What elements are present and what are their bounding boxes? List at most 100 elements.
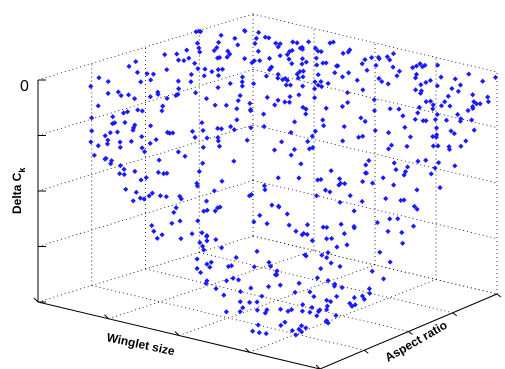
data-point-435 [422,62,428,68]
data-point-432 [139,145,145,151]
data-point-500 [313,193,320,199]
data-point-487 [175,149,181,155]
data-point-78 [469,117,475,123]
data-point-29 [223,102,229,108]
data-point-139 [442,99,448,105]
data-point-388 [314,275,320,281]
data-point-416 [240,305,246,311]
data-point-55 [286,222,292,228]
data-point-504 [110,114,116,120]
x-tick-0 [33,297,39,303]
data-point-231 [139,108,145,114]
data-point-33 [319,84,325,90]
data-point-534 [333,63,340,69]
data-point-83 [315,308,322,315]
data-point-516 [298,161,304,167]
data-point-370 [284,211,290,217]
data-point-425 [415,158,421,164]
data-point-443 [303,111,309,117]
data-point-472 [354,77,360,83]
data-point-341 [214,55,221,61]
data-point-325 [202,66,208,72]
grid-left-wall-z-1 [37,180,254,247]
data-point-503 [275,75,281,81]
data-point-175 [155,91,161,98]
data-point-336 [120,110,127,116]
data-point-451 [277,306,284,312]
data-point-533 [362,118,368,125]
data-point-480 [300,83,306,89]
data-point-275 [147,140,153,147]
data-point-269 [255,322,261,328]
data-point-329 [366,286,373,292]
data-point-309 [294,40,300,46]
data-point-134 [412,116,418,123]
data-point-536 [312,95,318,101]
data-point-209 [194,40,201,46]
data-point-59 [315,177,321,183]
data-point-173 [385,81,391,87]
data-point-522 [349,303,355,309]
z-axis-label: Delta Ck [10,167,27,214]
data-point-140 [117,144,123,151]
data-point-183 [341,123,347,130]
data-point-538 [117,171,123,177]
data-point-154 [223,278,230,284]
data-point-297 [266,35,272,41]
data-point-502 [324,306,330,313]
x-tick-3 [245,347,250,353]
data-point-509 [290,39,296,45]
data-point-165 [184,47,190,53]
data-point-130 [235,98,241,104]
data-point-293 [299,46,306,52]
data-point-482 [390,64,396,70]
data-point-554 [272,272,279,278]
data-point-149 [452,163,458,169]
data-point-172 [411,203,418,209]
grid-floor-b-3 [252,235,498,295]
data-point-35 [362,57,368,63]
data-point-225 [189,128,196,134]
data-point-414 [341,231,347,237]
data-point-18 [215,84,221,91]
data-point-186 [257,212,263,218]
data-point-523 [393,167,399,173]
data-point-92 [340,138,346,144]
data-point-166 [342,181,348,187]
data-point-215 [369,180,376,186]
data-point-46 [186,55,192,61]
data-point-278 [230,275,236,281]
data-point-185 [151,228,157,234]
data-point-163 [181,57,187,64]
data-point-24 [340,50,346,57]
data-point-413 [457,82,464,88]
data-point-405 [288,307,295,313]
data-point-333 [261,123,267,130]
data-point-457 [455,88,461,94]
data-point-244 [214,45,220,51]
data-point-444 [339,103,346,110]
data-point-122 [307,289,313,295]
data-point-320 [182,153,188,159]
data-point-305 [360,178,366,185]
data-point-219 [327,40,333,46]
data-point-291 [123,186,129,192]
data-point-138 [147,94,153,100]
data-point-493 [215,134,221,141]
data-point-113 [153,136,159,143]
data-point-200 [134,69,141,75]
data-point-376 [345,99,351,106]
data-point-550 [311,86,318,92]
data-point-494 [204,233,210,240]
data-point-292 [89,128,95,134]
grid-back-wall-z-2 [252,124,498,184]
data-point-316 [430,133,436,140]
data-point-258 [150,71,157,77]
data-point-326 [219,178,225,184]
data-point-440 [436,160,442,166]
data-point-402 [312,79,318,85]
data-point-518 [124,109,131,115]
data-point-201 [328,260,334,266]
data-point-174 [302,252,308,258]
data-point-473 [130,198,136,204]
